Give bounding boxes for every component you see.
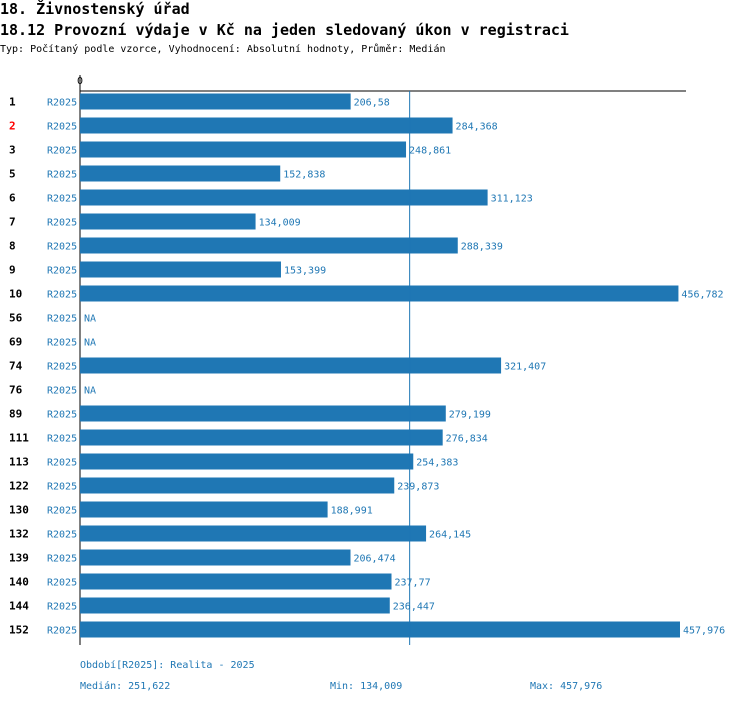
max-summary: Max: 457,976 (530, 681, 603, 692)
value-label: 456,782 (681, 290, 723, 301)
period-label: R2025 (47, 410, 77, 421)
bar (80, 477, 395, 494)
row-id-label: 140 (9, 576, 29, 589)
value-label: 152,838 (283, 170, 325, 181)
bar (80, 189, 488, 206)
value-label: 134,009 (259, 218, 301, 229)
row-id-label: 152 (9, 624, 29, 637)
row-id-label: 9 (9, 264, 16, 277)
period-label: R2025 (47, 626, 77, 637)
office-title: 18. Živnostenský úřad (0, 0, 190, 18)
bar (80, 525, 427, 542)
bar (80, 261, 281, 278)
period-label: R2025 (47, 242, 77, 253)
period-label: R2025 (47, 554, 77, 565)
row-id-label: 132 (9, 528, 29, 541)
period-label: R2025 (47, 98, 77, 109)
row-id-label: 3 (9, 144, 16, 157)
period-label: R2025 (47, 386, 77, 397)
bar (80, 429, 443, 446)
min-summary: Min: 134,009 (330, 681, 403, 692)
period-label: R2025 (47, 338, 77, 349)
period-label: R2025 (47, 218, 77, 229)
value-label: 264,145 (429, 530, 471, 541)
value-label: 311,123 (491, 194, 533, 205)
value-label: 276,834 (446, 434, 488, 445)
value-label: 206,58 (354, 98, 390, 109)
bar (80, 285, 679, 302)
period-label: R2025 (47, 578, 77, 589)
row-id-label: 56 (9, 312, 23, 325)
bar (80, 597, 390, 614)
period-label: R2025 (47, 122, 77, 133)
period-legend: Období[R2025]: Realita - 2025 (80, 660, 255, 671)
value-label: 248,861 (409, 146, 451, 157)
bar (80, 141, 407, 158)
value-label: 239,873 (397, 482, 439, 493)
row-id-label: 7 (9, 216, 16, 229)
value-label: 288,339 (461, 242, 503, 253)
row-id-label: 10 (9, 288, 22, 301)
row-id-label: 113 (9, 456, 29, 469)
chart-subtitle: Typ: Počítaný podle vzorce, Vyhodnocení:… (0, 44, 446, 55)
bar (80, 117, 453, 134)
value-label: 457,976 (683, 626, 725, 637)
value-label: 153,399 (284, 266, 326, 277)
period-label: R2025 (47, 170, 77, 181)
bar (80, 357, 502, 374)
row-id-label: 74 (9, 360, 23, 373)
value-label: 254,383 (416, 458, 458, 469)
na-label: NA (84, 338, 96, 349)
value-label: 284,368 (456, 122, 498, 133)
value-label: 321,407 (504, 362, 546, 373)
row-id-label: 8 (9, 240, 16, 253)
value-label: 237,77 (395, 578, 431, 589)
bar (80, 213, 256, 230)
bar (80, 621, 680, 638)
row-id-label: 6 (9, 192, 16, 205)
indicator-title: 18.12 Provozní výdaje v Kč na jeden sled… (0, 21, 569, 39)
period-label: R2025 (47, 506, 77, 517)
row-id-label: 89 (9, 408, 22, 421)
row-id-label: 69 (9, 336, 22, 349)
bar (80, 453, 414, 470)
period-label: R2025 (47, 434, 77, 445)
period-label: R2025 (47, 602, 77, 613)
na-label: NA (84, 314, 96, 325)
bar (80, 405, 446, 422)
period-label: R2025 (47, 266, 77, 277)
bar (80, 501, 328, 518)
period-label: R2025 (47, 314, 77, 325)
bar (80, 93, 351, 110)
na-label: NA (84, 386, 96, 397)
row-id-label: 2 (9, 120, 16, 133)
period-label: R2025 (47, 458, 77, 469)
row-id-label: 1 (9, 96, 16, 109)
row-id-label: 122 (9, 480, 29, 493)
period-label: R2025 (47, 194, 77, 205)
row-id-label: 111 (9, 432, 29, 445)
bar (80, 237, 458, 254)
row-id-label: 144 (9, 600, 29, 613)
row-id-label: 76 (9, 384, 23, 397)
row-id-label: 139 (9, 552, 29, 565)
value-label: 279,199 (449, 410, 491, 421)
value-label: 236,447 (393, 602, 435, 613)
bar (80, 549, 351, 566)
median-summary: Medián: 251,622 (80, 681, 171, 692)
period-label: R2025 (47, 362, 77, 373)
bar (80, 573, 392, 590)
period-label: R2025 (47, 290, 77, 301)
bar (80, 165, 281, 182)
period-label: R2025 (47, 530, 77, 541)
row-id-label: 130 (9, 504, 29, 517)
value-label: 188,991 (331, 506, 373, 517)
period-label: R2025 (47, 482, 77, 493)
period-label: R2025 (47, 146, 77, 157)
value-label: 206,474 (354, 554, 396, 565)
row-id-label: 5 (9, 168, 16, 181)
